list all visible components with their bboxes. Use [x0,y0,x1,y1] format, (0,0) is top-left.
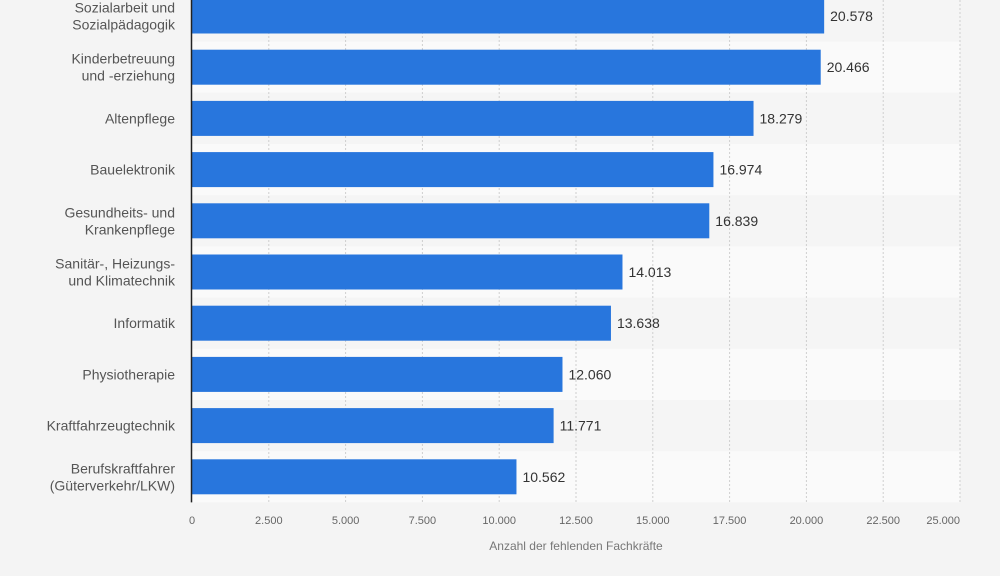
bar [192,305,611,341]
category-label: Kinderbetreuung und -erziehung [71,51,175,84]
value-labels: 20.578 20.466 18.279 16.974 16.839 14.013 13.6… [522,8,873,485]
category-label-line: Kraftfahrzeugtechnik [47,418,176,434]
x-tick-label: 15.000 [636,515,670,527]
category-label: Sanitär-, Heizungs-und Klimatechnik [55,256,176,289]
category-label-line: Berufskraftfahrer [71,460,176,476]
category-label-line: Sozialarbeit und [75,0,175,16]
category-label: Kraftfahrzeugtechnik [47,418,176,434]
value-label: 11.771 [560,418,602,434]
bar [192,254,623,290]
category-label: Altenpflege [105,110,175,126]
value-label: 10.562 [522,469,565,485]
x-tick-label: 5.000 [332,515,360,527]
category-label-line: Gesundheits- und [64,204,175,220]
x-tick-label: 20.000 [790,515,824,527]
value-label: 14.013 [628,264,671,280]
category-label-line: Altenpflege [105,110,175,126]
category-label-line: (Güterverkehr/LKW) [50,477,175,493]
x-tick-label: 10.000 [482,515,516,527]
category-label: Physiotherapie [82,366,175,382]
category-label: Bauelektronik [90,162,176,178]
category-label-line: Sozialpädagogik [72,17,176,33]
value-label: 18.279 [760,110,803,126]
category-label: Gesundheits- und Krankenpflege [64,204,175,237]
x-axis-title: Anzahl der fehlenden Fachkräfte [489,539,663,553]
x-tick-label: 2.500 [255,515,283,527]
x-tick-label: 17.500 [713,515,747,527]
bar [192,356,563,392]
bar [192,49,821,85]
category-label: Sozialarbeit und Sozialpädagogik [72,0,176,33]
category-label-line: Krankenpflege [85,221,176,237]
category-label-line: und -erziehung [82,68,175,84]
x-tick-label: 25.000 [926,515,960,527]
bar [192,0,825,34]
bar [192,459,517,495]
x-tick-label: 22.500 [866,515,900,527]
category-label: Berufskraftfahrer (Güterverkehr/LKW) [50,460,176,493]
value-label: 20.466 [827,59,870,75]
category-label-line: Bauelektronik [90,162,176,178]
bar [192,152,714,188]
x-tick-label: 0 [189,515,195,527]
x-tick-label: 12.500 [559,515,593,527]
bar [192,203,710,239]
category-labels: Sozialarbeit und Sozialpädagogik Kinderbet… [47,0,176,493]
value-label: 13.638 [617,315,660,331]
category-label-line: und Klimatechnik [68,273,176,289]
x-tick-labels: 0 2.500 5.000 7.500 10.000 12.500 15.000 17.500… [189,515,960,527]
bar [192,408,554,444]
x-tick-label: 7.500 [409,515,437,527]
category-label-line: Informatik [114,315,176,331]
value-label: 20.578 [830,8,873,24]
category-label-line: Kinderbetreuung [71,51,175,67]
category-label: Informatik [114,315,176,331]
bar [192,100,754,136]
value-label: 16.839 [715,213,758,229]
value-label: 16.974 [719,162,762,178]
category-label-line: Physiotherapie [82,366,175,382]
bars [192,0,825,495]
value-label: 12.060 [568,366,611,382]
category-label-line: Sanitär-, Heizungs- [55,256,175,272]
